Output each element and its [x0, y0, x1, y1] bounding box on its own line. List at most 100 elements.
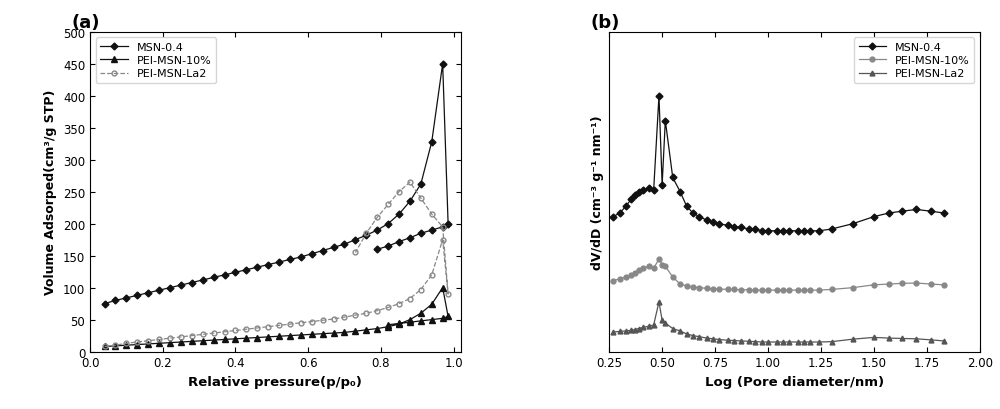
PEI-MSN-10%: [404, 320, 416, 325]
Text: (b): (b): [591, 13, 620, 31]
PEI-MSN-La2: [349, 313, 361, 318]
MSN-0.4: [404, 199, 416, 204]
Line: PEI-MSN-10%: PEI-MSN-10%: [611, 257, 946, 293]
MSN-0.4: [614, 211, 626, 216]
PEI-MSN-La2: [262, 324, 274, 329]
MSN-0.4: [607, 215, 619, 220]
PEI-MSN-La2: [713, 337, 725, 342]
MSN-0.4: [415, 182, 427, 187]
PEI-MSN-La2: [722, 338, 734, 343]
MSN-0.4: [142, 290, 154, 295]
PEI-MSN-10%: [798, 288, 810, 293]
PEI-MSN-10%: [415, 319, 427, 324]
MSN-0.4: [131, 293, 143, 298]
PEI-MSN-10%: [426, 317, 438, 322]
Y-axis label: dV/dD (cm⁻³ g⁻¹ nm⁻¹): dV/dD (cm⁻³ g⁻¹ nm⁻¹): [591, 115, 604, 270]
PEI-MSN-La2: [164, 336, 176, 341]
MSN-0.4: [826, 227, 838, 232]
PEI-MSN-10%: [393, 322, 405, 327]
PEI-MSN-10%: [620, 275, 632, 280]
PEI-MSN-10%: [756, 288, 768, 293]
PEI-MSN-La2: [896, 336, 908, 341]
PEI-MSN-La2: [629, 327, 641, 332]
PEI-MSN-La2: [648, 323, 660, 328]
MSN-0.4: [338, 242, 350, 247]
PEI-MSN-La2: [371, 308, 383, 313]
PEI-MSN-10%: [868, 283, 880, 288]
PEI-MSN-10%: [777, 288, 789, 293]
MSN-0.4: [360, 233, 372, 238]
Line: PEI-MSN-10%: PEI-MSN-10%: [101, 285, 451, 350]
MSN-0.4: [656, 183, 668, 188]
PEI-MSN-La2: [415, 288, 427, 292]
PEI-MSN-La2: [382, 305, 394, 310]
Line: PEI-MSN-La2: PEI-MSN-La2: [611, 300, 946, 345]
MSN-0.4: [153, 288, 165, 293]
MSN-0.4: [164, 285, 176, 290]
PEI-MSN-La2: [653, 300, 665, 305]
MSN-0.4: [728, 225, 740, 230]
PEI-MSN-10%: [735, 288, 747, 292]
MSN-0.4: [620, 204, 632, 209]
MSN-0.4: [306, 252, 318, 256]
PEI-MSN-10%: [99, 344, 111, 349]
PEI-MSN-10%: [614, 276, 626, 281]
MSN-0.4: [896, 209, 908, 214]
PEI-MSN-10%: [804, 288, 816, 293]
MSN-0.4: [749, 227, 761, 232]
MSN-0.4: [629, 193, 641, 198]
PEI-MSN-La2: [659, 321, 671, 326]
PEI-MSN-10%: [306, 332, 318, 337]
PEI-MSN-La2: [813, 340, 825, 345]
PEI-MSN-La2: [847, 337, 859, 342]
MSN-0.4: [197, 278, 209, 283]
PEI-MSN-La2: [349, 250, 361, 255]
MSN-0.4: [792, 229, 804, 234]
Legend: MSN-0.4, PEI-MSN-10%, PEI-MSN-La2: MSN-0.4, PEI-MSN-10%, PEI-MSN-La2: [854, 38, 974, 84]
MSN-0.4: [393, 212, 405, 217]
PEI-MSN-10%: [142, 342, 154, 346]
PEI-MSN-10%: [783, 288, 795, 293]
MSN-0.4: [847, 222, 859, 227]
PEI-MSN-La2: [109, 343, 121, 348]
PEI-MSN-10%: [349, 329, 361, 334]
PEI-MSN-10%: [197, 338, 209, 343]
PEI-MSN-10%: [229, 337, 241, 342]
MSN-0.4: [349, 238, 361, 243]
MSN-0.4: [393, 240, 405, 245]
PEI-MSN-La2: [925, 337, 937, 342]
MSN-0.4: [415, 231, 427, 236]
PEI-MSN-La2: [437, 238, 449, 243]
PEI-MSN-La2: [614, 329, 626, 334]
MSN-0.4: [648, 188, 660, 193]
MSN-0.4: [687, 211, 699, 216]
PEI-MSN-La2: [360, 311, 372, 316]
Line: MSN-0.4: MSN-0.4: [102, 62, 451, 306]
PEI-MSN-La2: [338, 315, 350, 320]
MSN-0.4: [693, 215, 705, 220]
MSN-0.4: [317, 249, 329, 254]
PEI-MSN-La2: [142, 338, 154, 343]
PEI-MSN-La2: [393, 190, 405, 195]
PEI-MSN-La2: [938, 339, 950, 344]
Y-axis label: Volume Adsorped(cm³/g STP): Volume Adsorped(cm³/g STP): [44, 90, 57, 294]
PEI-MSN-La2: [693, 335, 705, 339]
PEI-MSN-10%: [883, 282, 895, 287]
PEI-MSN-La2: [295, 321, 307, 326]
PEI-MSN-La2: [607, 330, 619, 335]
PEI-MSN-La2: [804, 340, 816, 345]
PEI-MSN-La2: [633, 326, 645, 331]
MSN-0.4: [99, 301, 111, 306]
PEI-MSN-10%: [175, 340, 187, 345]
MSN-0.4: [371, 228, 383, 233]
PEI-MSN-La2: [798, 340, 810, 345]
MSN-0.4: [938, 211, 950, 216]
PEI-MSN-10%: [792, 288, 804, 293]
PEI-MSN-10%: [681, 284, 693, 289]
MSN-0.4: [777, 229, 789, 234]
PEI-MSN-La2: [306, 319, 318, 324]
MSN-0.4: [240, 267, 252, 272]
PEI-MSN-10%: [273, 334, 285, 339]
PEI-MSN-10%: [633, 268, 645, 273]
PEI-MSN-10%: [393, 321, 405, 326]
